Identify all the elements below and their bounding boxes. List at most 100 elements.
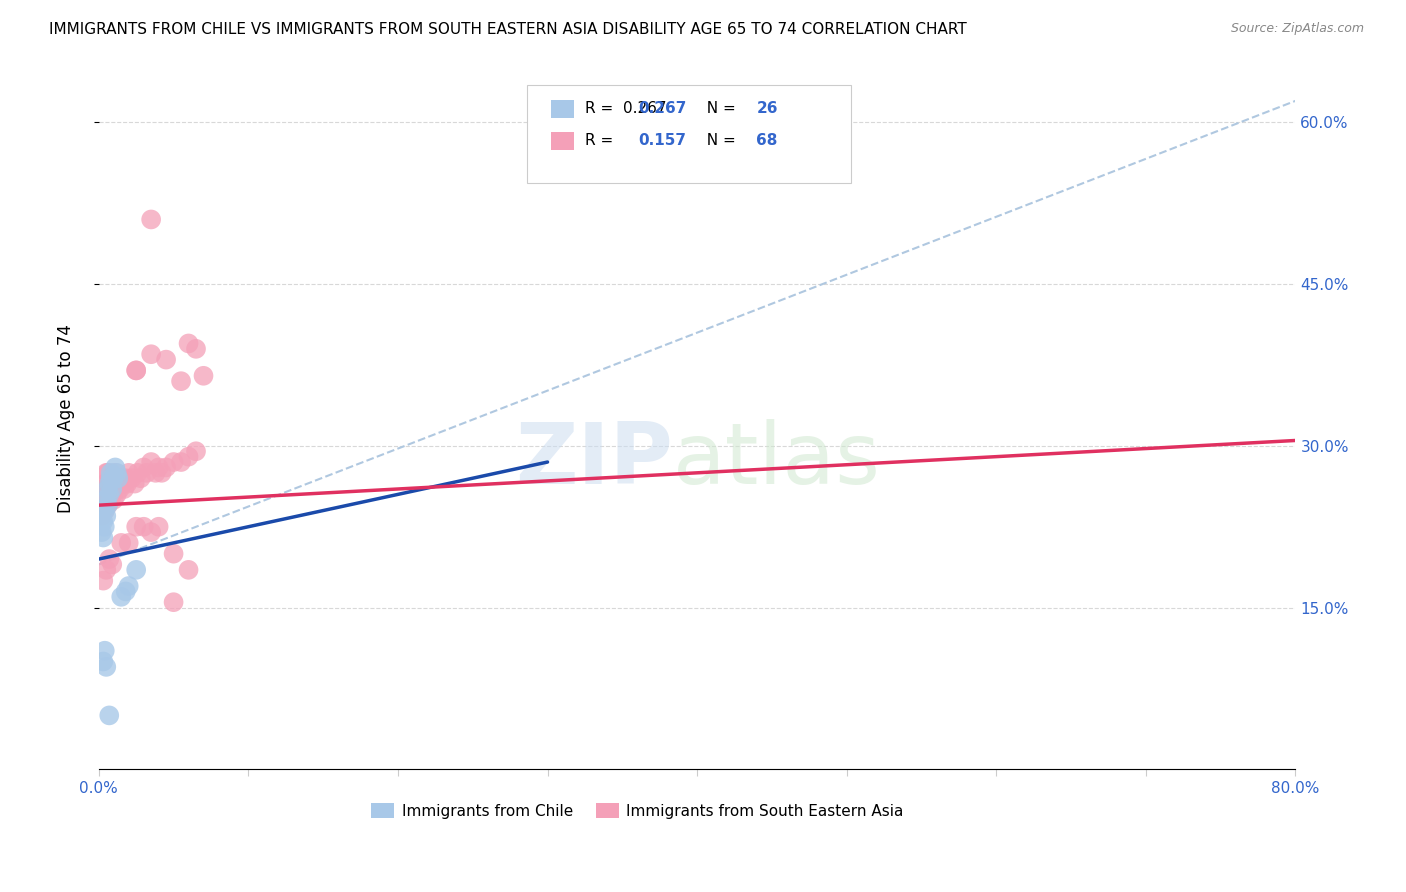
- Point: [97, 482, 120, 496]
- Point: [107, 471, 129, 485]
- Point: [98, 708, 121, 723]
- Point: [96, 492, 118, 507]
- Point: [148, 460, 170, 475]
- Point: [184, 444, 207, 458]
- Point: [91, 531, 114, 545]
- Point: [108, 482, 131, 496]
- Point: [103, 476, 125, 491]
- Point: [103, 492, 125, 507]
- Point: [98, 476, 121, 491]
- Point: [162, 547, 184, 561]
- Point: [155, 352, 177, 367]
- Point: [141, 455, 163, 469]
- Point: [89, 503, 111, 517]
- Point: [118, 466, 141, 480]
- Point: [132, 460, 155, 475]
- Text: 26: 26: [756, 102, 778, 116]
- Point: [91, 498, 114, 512]
- Point: [141, 525, 163, 540]
- Point: [96, 660, 118, 674]
- Point: [107, 471, 129, 485]
- Point: [97, 466, 120, 480]
- Point: [170, 455, 193, 469]
- Point: [121, 471, 143, 485]
- Point: [177, 563, 200, 577]
- Point: [104, 466, 127, 480]
- Point: [100, 492, 122, 507]
- Point: [97, 482, 120, 496]
- Point: [94, 643, 117, 657]
- Point: [105, 466, 128, 480]
- Point: [125, 363, 148, 377]
- Point: [162, 455, 184, 469]
- Point: [104, 482, 127, 496]
- Point: [94, 503, 117, 517]
- Point: [103, 471, 125, 485]
- Text: IMMIGRANTS FROM CHILE VS IMMIGRANTS FROM SOUTH EASTERN ASIA DISABILITY AGE 65 TO: IMMIGRANTS FROM CHILE VS IMMIGRANTS FROM…: [49, 22, 967, 37]
- Point: [148, 519, 170, 533]
- Point: [127, 466, 149, 480]
- Point: [100, 466, 122, 480]
- Point: [150, 466, 173, 480]
- Point: [184, 342, 207, 356]
- Point: [90, 525, 112, 540]
- Legend: Immigrants from Chile, Immigrants from South Eastern Asia: Immigrants from Chile, Immigrants from S…: [364, 797, 910, 825]
- Point: [145, 466, 167, 480]
- Point: [98, 552, 121, 566]
- Point: [101, 487, 124, 501]
- Point: [91, 482, 114, 496]
- Point: [105, 487, 128, 501]
- Point: [125, 563, 148, 577]
- Point: [97, 498, 120, 512]
- Point: [141, 212, 163, 227]
- Point: [114, 471, 136, 485]
- Point: [104, 460, 127, 475]
- Point: [96, 563, 118, 577]
- Point: [105, 476, 128, 491]
- Point: [132, 519, 155, 533]
- Point: [125, 363, 148, 377]
- Point: [98, 487, 121, 501]
- Point: [110, 590, 132, 604]
- Point: [91, 487, 114, 501]
- Point: [91, 655, 114, 669]
- Point: [110, 471, 132, 485]
- Point: [94, 476, 117, 491]
- Point: [162, 595, 184, 609]
- Point: [177, 336, 200, 351]
- Point: [170, 374, 193, 388]
- Point: [111, 476, 134, 491]
- Text: N =: N =: [697, 134, 741, 148]
- Point: [101, 471, 124, 485]
- Point: [96, 466, 118, 480]
- Point: [110, 536, 132, 550]
- Point: [141, 347, 163, 361]
- Point: [125, 519, 148, 533]
- Point: [135, 466, 157, 480]
- Point: [112, 482, 135, 496]
- Point: [193, 368, 215, 383]
- Point: [100, 476, 122, 491]
- Point: [90, 508, 112, 523]
- Text: Source: ZipAtlas.com: Source: ZipAtlas.com: [1230, 22, 1364, 36]
- Y-axis label: Disability Age 65 to 74: Disability Age 65 to 74: [58, 325, 75, 514]
- Point: [98, 487, 121, 501]
- Point: [118, 536, 141, 550]
- Point: [94, 503, 117, 517]
- Point: [177, 450, 200, 464]
- Point: [91, 514, 114, 528]
- Text: 0.157: 0.157: [638, 134, 686, 148]
- Point: [94, 519, 117, 533]
- Point: [96, 482, 118, 496]
- Point: [101, 558, 124, 572]
- Point: [129, 471, 152, 485]
- Point: [90, 492, 112, 507]
- Point: [97, 498, 120, 512]
- Text: 68: 68: [756, 134, 778, 148]
- Point: [155, 460, 177, 475]
- Text: R =  0.267: R = 0.267: [585, 102, 666, 116]
- Text: atlas: atlas: [673, 419, 882, 502]
- Point: [94, 487, 117, 501]
- Point: [100, 471, 122, 485]
- Text: 0.267: 0.267: [638, 102, 686, 116]
